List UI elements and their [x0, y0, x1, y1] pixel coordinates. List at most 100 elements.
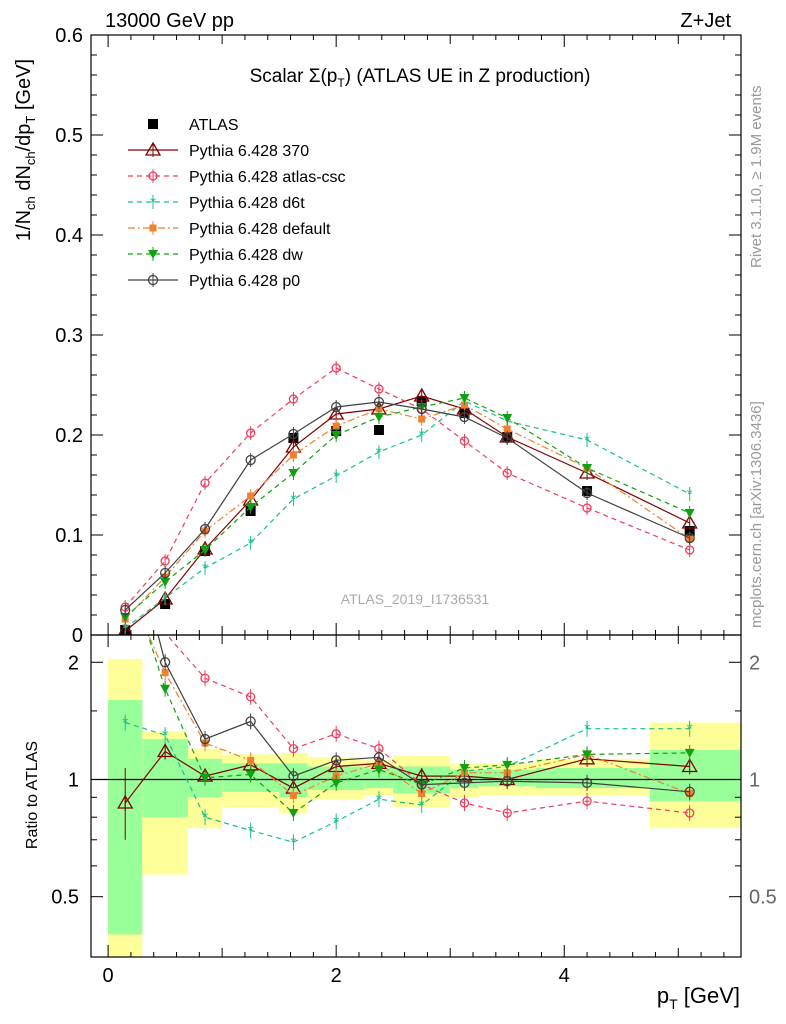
ratio-ytick-label-1: 1: [68, 769, 79, 791]
main-point-2-3: [245, 428, 256, 438]
legend-label-3: Pythia 6.428 d6t: [189, 195, 305, 212]
main-point-5-3: [245, 503, 256, 512]
main-point-6-6: [373, 396, 385, 408]
ratio-point-3-7: [418, 790, 426, 798]
ratio-point-1-2: [200, 673, 210, 683]
ratio-point-0-1: [156, 743, 174, 758]
main-point-6-2: [199, 523, 211, 535]
main-ytick-label-2: 0.2: [55, 425, 83, 447]
ratio-point-2-5: *: [333, 813, 339, 830]
ratio-point-5-11: [684, 786, 695, 797]
band-inner-6: [364, 768, 394, 789]
ratio-point-1-4: [288, 743, 299, 754]
ratio-point-1-5: [331, 729, 341, 739]
header-left: 13000 GeV pp: [105, 10, 234, 32]
main-line-4: [124, 404, 691, 620]
main-line-5: [124, 397, 690, 618]
main-line-2: [124, 367, 690, 608]
main-point-6-1: [159, 567, 171, 579]
svg-text:1/Nch dNch/dpT [GeV]: 1/Nch dNch/dpT [GeV]: [13, 59, 38, 241]
main-point-3-4: *: [290, 491, 296, 508]
main-point-4-7: [418, 415, 426, 423]
rivet-label: Rivet 3.1.10, ≥ 1.9M events: [748, 86, 765, 269]
main-point-2-4: [288, 394, 299, 404]
ratio-ytick-label-0: 0.5: [51, 887, 79, 909]
ratio-point-2-0: *: [122, 715, 128, 732]
mcplots-label: mcplots.cern.ch [arXiv:1306.3436]: [748, 401, 765, 628]
main-ytick-label-5: 0.5: [55, 125, 83, 147]
main-line-3: [124, 400, 690, 629]
band-inner-11: [649, 750, 741, 802]
ratio-point-5-10: [581, 777, 593, 789]
main-point-2-9: [502, 468, 512, 478]
main-point-5-9: [502, 414, 513, 423]
ratio-point-4-3: [245, 770, 256, 780]
title-suffix: ) (ATLAS UE in Z production): [345, 66, 591, 87]
main-ytick-label-6: 0.6: [55, 25, 83, 47]
ratio-point-5-1: [159, 657, 171, 668]
main-point-4-9: [503, 425, 511, 433]
main-point-5-1: [160, 578, 171, 587]
ratio-point-5-9: [502, 776, 513, 787]
ratio-point-4-8: [459, 764, 470, 774]
main-point-6-5: [331, 401, 342, 413]
main-point-3-6: *: [376, 444, 382, 461]
axes-group: 0 0.1 0.2 0.3 0.4 0.5 0.6 0.5 0.5 1 1 2 2 0 2 4: [51, 25, 777, 987]
ratio-line-5: [157, 635, 690, 793]
legend-label-5: Pythia 6.428 dw: [189, 247, 303, 264]
main-point-6-11: [684, 532, 695, 544]
main-point-4-4: [289, 451, 297, 459]
legend-marker-0: [148, 119, 158, 129]
main-point-5-2: [200, 546, 211, 555]
ratio-point-2-7: *: [419, 797, 425, 814]
main-point-2-8: [459, 436, 470, 446]
ratio-line-2: [125, 722, 690, 843]
main-point-0-6: [373, 425, 384, 435]
ratio-series-group: ************: [117, 635, 698, 851]
ratio-frame: [90, 634, 742, 958]
ratio-point-5-7: [416, 779, 427, 790]
ratio-point-4-5: [331, 778, 342, 788]
title-prefix: Scalar Σ(p: [250, 66, 338, 87]
main-line-6: [124, 401, 690, 611]
main-point-2-2: [200, 478, 210, 488]
main-point-5-5: [331, 431, 342, 440]
main-point-3-5: *: [333, 468, 339, 485]
main-point-5-11: [684, 509, 695, 518]
header-right: Z+Jet: [680, 10, 731, 32]
main-point-5-6: [373, 413, 384, 422]
legend-label-0: ATLAS: [189, 117, 239, 134]
main-point-5-4: [288, 469, 299, 478]
ratio-point-5-6: [373, 752, 385, 763]
ratio-point-4-1: [160, 684, 171, 694]
main-point-6-8: [459, 411, 470, 423]
ratio-point-1-10: [582, 796, 592, 806]
ratio-point-2-2: *: [202, 809, 208, 826]
ratio-point-5-8: [459, 777, 470, 789]
ratio-point-4-9: [502, 760, 513, 770]
main-point-1-0: [118, 622, 133, 635]
ratio-point-2-10: *: [584, 721, 590, 738]
xtick-label-1: 2: [331, 965, 342, 987]
main-point-2-10: [582, 503, 592, 513]
main-point-2-1: [160, 556, 170, 566]
legend-marker-4: [149, 224, 157, 232]
main-point-6-7: [416, 403, 427, 415]
ratio-point-3-1: [161, 669, 169, 677]
main-point-6-0: [120, 604, 131, 616]
ratio-point-2-11: *: [687, 721, 693, 738]
ratio-ytick-label-2: 2: [68, 652, 79, 674]
legend-marker-5: [148, 250, 158, 259]
ratio-line-1: [166, 635, 690, 814]
legend: ATLAS Pythia 6.428 370 Pythia 6.428 atlas-…: [128, 117, 346, 290]
legend-label-6: Pythia 6.428 p0: [189, 273, 300, 290]
main-point-3-10: *: [584, 432, 590, 449]
ratio-ylabel: Ratio to ATLAS: [24, 741, 41, 849]
ratio-line-3: [147, 635, 690, 797]
ratio-point-1-8: [459, 798, 470, 808]
legend-marker-2: [148, 171, 158, 181]
ratio-point-1-3: [245, 692, 256, 702]
main-series-group: ************: [118, 361, 698, 635]
ratio-point-5-2: [199, 733, 211, 745]
main-point-6-9: [502, 432, 513, 444]
